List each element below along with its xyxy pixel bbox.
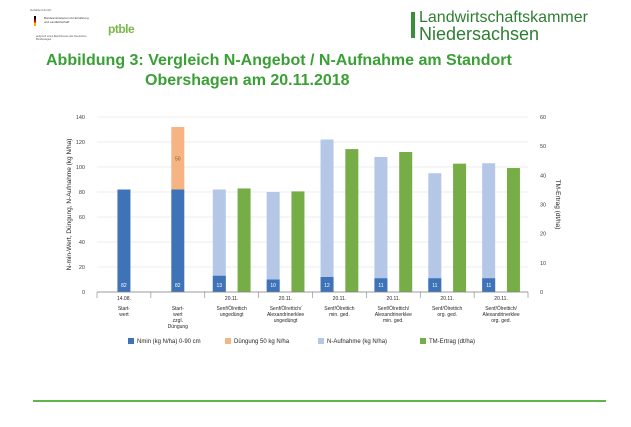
x-date-label: 20.11. [225,296,239,302]
nmin-bar [428,278,442,292]
nmin-data-label: 82 [175,283,181,289]
legend-label-naufnahme: N-Aufnahme (kg N/ha) [327,339,387,345]
x-date-label: 20.11. [440,296,454,302]
logo-area-left: Gefördert durch: Bundesministerium für E… [30,8,140,46]
y-tick-label: 80 [79,190,85,196]
x-category-label: Alexandrinerklee [267,312,304,318]
lwk-mark-icon [411,12,415,38]
naufnahme-bar [266,192,280,292]
legend-label-nmin: Nmin (kg N/ha) 0-90 cm [137,339,201,345]
nmin-data-label: 13 [217,283,223,289]
x-category-label: org. ged. [491,318,511,324]
x-category-label: Senf/Ölrettich [217,305,248,312]
nmin-bar [374,278,388,292]
x-category-label: min. ged. [329,312,350,318]
legend-swatch-tm [420,338,426,344]
tm-bar [237,188,251,292]
flag-bar-icon [34,16,36,26]
tm-bar [345,149,359,292]
nmin-data-label: 11 [432,283,437,289]
duengung-bar [171,127,185,190]
tm-bar [291,191,305,292]
nmin-bar [320,277,334,292]
naufnahme-bar [482,163,496,292]
x-category-label: Senf/Ölrettich/ [485,305,517,312]
y-tick-label: 40 [79,240,85,246]
x-date-label: 20.11. [279,296,293,302]
x-category-label: org. ged. [437,312,457,318]
legend-swatch-nmin [128,338,134,344]
y-tick-label: 100 [76,165,85,171]
figure-title: Abbildung 3: Vergleich N-Angebot / N-Auf… [46,52,512,69]
y2-tick-label: 0 [540,290,543,296]
y-axis-title: N-min-Wert, Düngung, N-Aufnahme (kg N/ha… [66,139,73,271]
x-category-label: Start- [118,306,131,312]
x-category-label: ungedüngt [220,312,244,318]
footer-divider [33,400,606,402]
y2-tick-label: 60 [540,115,546,121]
nmin-bar [482,278,496,292]
x-category-label: zzgl. [173,318,183,324]
bmel-logo: Gefördert durch: Bundesministerium für E… [30,8,90,46]
lwk-name-line1: Landwirtschaftskammer [419,9,588,26]
ptble-logo: ptble [108,22,135,36]
duengung-data-label: 50 [175,156,181,162]
y-tick-label: 60 [79,215,85,221]
x-category-label: Senf/Ölrettich/ [377,305,409,312]
nmin-bar [171,189,185,292]
y-tick-label: 20 [79,265,85,271]
y2-tick-label: 50 [540,144,546,150]
x-category-label: Senf/Ölrettich/ [270,305,302,312]
figure-subtitle: Obershagen am 20.11.2018 [145,72,350,89]
lwk-logo: Landwirtschaftskammer Niedersachsen [411,7,596,44]
legend-swatch-naufnahme [318,338,324,344]
legend-label-duengung: Düngung 50 kg N/ha [234,339,290,345]
nmin-data-label: 82 [121,283,127,289]
naufnahme-bar [374,157,388,292]
naufnahme-bar [212,189,226,292]
y2-axis-title: TM-Ertrag (dt/ha) [554,180,561,230]
x-category-label: Start- [172,306,185,312]
legend-swatch-duengung [225,338,231,344]
x-date-label: 14.08. [117,296,131,302]
nmin-bar [117,189,131,292]
bmel-funding-note: Gefördert durch: [30,8,52,12]
bmel-subtitle: aufgrund eines Beschlusses des Deutschen… [36,35,87,41]
x-category-label: Senf/Ölrettich [324,305,355,312]
x-date-label: 20.11. [387,296,401,302]
x-category-label: wert [119,312,129,318]
bar-chart: 0 20 40 60 80 100 120 140 0 10 20 30 40 50 60 N-min-Wer… [66,115,561,345]
tm-bar [399,152,413,292]
tm-bar [453,163,467,292]
bmel-name: Bundesministerium für Ernährung und Land… [44,16,89,24]
y2-tick-label: 10 [540,261,546,267]
x-date-label: 20.11. [333,296,347,302]
naufnahme-bar [320,139,334,292]
nmin-data-label: 11 [486,283,491,289]
y-tick-label: 0 [82,290,85,296]
naufnahme-bar [428,173,442,292]
x-category-label: Düngung [168,324,189,330]
x-date-label: 20.11. [494,296,508,302]
x-category-label: Alexandrinerklee [375,312,412,318]
x-category-label: Alexandrinerklee [482,312,519,318]
nmin-data-label: 12 [324,283,330,289]
nmin-data-label: 10 [270,283,276,289]
y2-tick-label: 20 [540,232,546,238]
lwk-name-line2: Niedersachsen [419,24,540,44]
legend-label-tm: TM-Ertrag (dt/ha) [429,339,475,345]
y2-tick-label: 30 [540,203,546,209]
y-tick-label: 140 [76,115,85,121]
x-category-label: min. ged. [383,318,404,324]
nmin-bar [212,275,226,292]
x-category-label: wert [173,312,183,318]
y-tick-label: 120 [76,140,85,146]
nmin-data-label: 11 [378,283,383,289]
x-category-label: ungedüngt [274,318,298,324]
x-category-label: Senf/Ölrettich [432,305,463,312]
y2-tick-label: 40 [540,173,546,179]
nmin-bar [266,279,280,292]
tm-bar [506,168,520,292]
